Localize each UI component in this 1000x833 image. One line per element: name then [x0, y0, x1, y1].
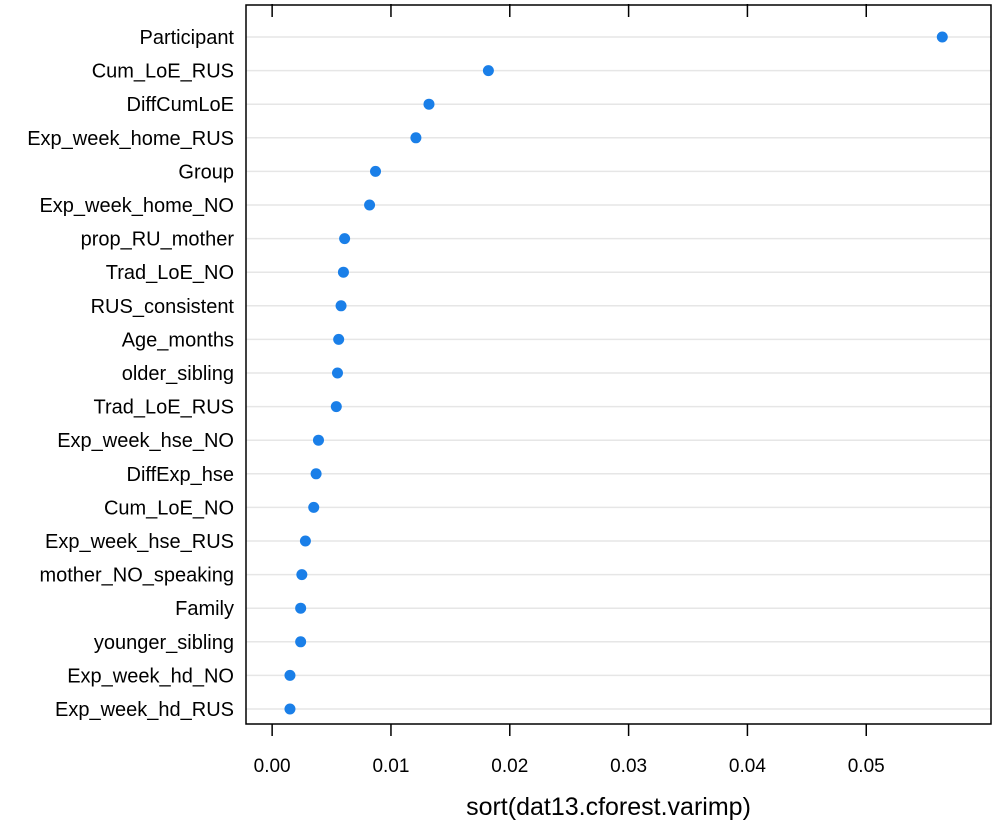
category-label: DiffCumLoE [127, 94, 234, 116]
data-point [482, 65, 494, 77]
category-label: prop_RU_mother [81, 229, 235, 251]
x-axis-ticks: 0.00 0.01 0.02 0.03 0.04 0.05 [254, 4, 885, 777]
data-point [295, 636, 307, 648]
data-point [299, 535, 311, 547]
category-label: Exp_week_home_NO [39, 195, 234, 217]
category-label: DiffExp_hse [127, 464, 234, 486]
data-point [333, 333, 345, 345]
x-tick-label: 0.01 [372, 756, 409, 777]
data-point [296, 569, 308, 581]
data-point [331, 367, 343, 379]
category-label: younger_sibling [94, 632, 234, 654]
category-label: Cum_LoE_RUS [92, 61, 234, 83]
category-label: Exp_week_hd_NO [67, 665, 234, 687]
data-point [295, 602, 307, 614]
category-label: Cum_LoE_NO [104, 497, 234, 519]
data-points [284, 31, 948, 715]
data-point [312, 434, 324, 446]
category-label: Family [175, 598, 234, 620]
data-point [364, 199, 376, 211]
plot-panel [245, 4, 992, 725]
category-label: older_sibling [122, 363, 234, 385]
data-point [310, 468, 322, 480]
x-axis-title: sort(dat13.cforest.varimp) [466, 793, 751, 821]
data-point [284, 703, 296, 715]
category-label: Trad_LoE_RUS [94, 397, 234, 419]
data-point [370, 165, 382, 177]
data-point [339, 233, 351, 245]
category-label: RUS_consistent [91, 296, 235, 318]
x-tick-label: 0.02 [491, 756, 528, 777]
x-tick-label: 0.04 [729, 756, 766, 777]
category-labels: Participant Cum_LoE_RUS DiffCumLoE Exp_week… [27, 27, 234, 721]
data-point [308, 501, 320, 513]
data-point [335, 300, 347, 312]
category-label: Exp_week_hd_RUS [55, 699, 234, 721]
category-label: Exp_week_home_RUS [27, 128, 234, 150]
category-label: Age_months [122, 329, 234, 351]
x-tick-label: 0.03 [610, 756, 647, 777]
x-tick-label: 0.00 [254, 756, 291, 777]
data-point [423, 98, 435, 110]
data-point [337, 266, 349, 278]
data-point [284, 669, 296, 681]
data-point [410, 132, 422, 144]
data-point [330, 401, 342, 413]
category-label: mother_NO_speaking [39, 565, 234, 587]
category-label: Trad_LoE_NO [106, 262, 234, 284]
gridlines [246, 36, 991, 710]
category-label: Exp_week_hse_NO [57, 430, 234, 452]
category-label: Group [178, 161, 234, 183]
x-tick-label: 0.05 [848, 756, 885, 777]
category-label: Exp_week_hse_RUS [45, 531, 234, 553]
category-label: Participant [140, 27, 235, 49]
data-point [936, 31, 948, 43]
